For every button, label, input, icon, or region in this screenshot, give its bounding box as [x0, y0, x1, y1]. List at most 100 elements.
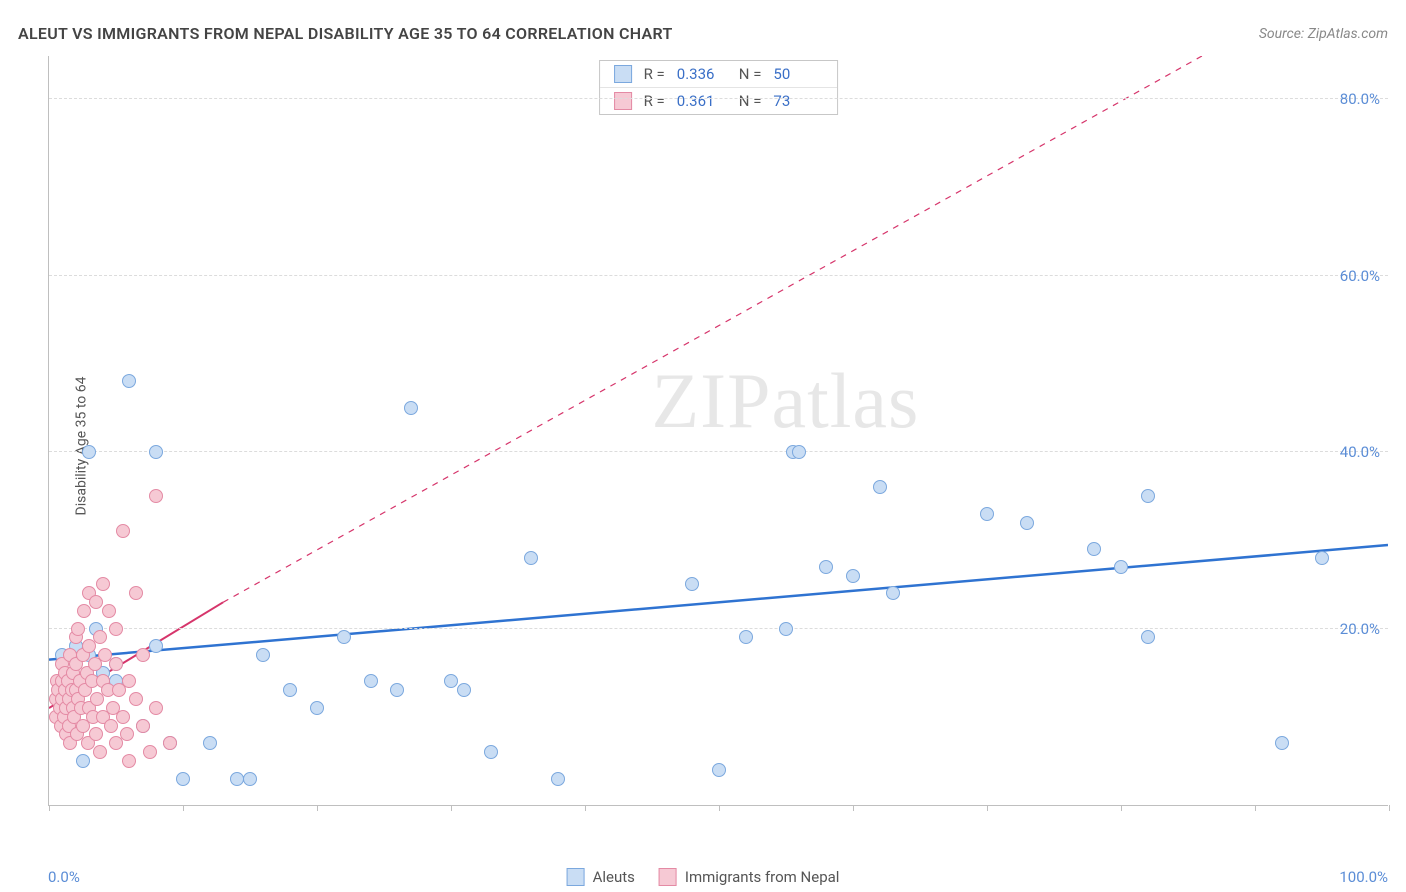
scatter-point: [109, 622, 123, 636]
scatter-point: [120, 727, 134, 741]
scatter-point: [89, 595, 103, 609]
scatter-point: [122, 674, 136, 688]
scatter-point: [256, 648, 270, 662]
x-tick-mark: [987, 805, 988, 811]
series-legend: Aleuts Immigrants from Nepal: [567, 868, 840, 886]
x-tick-mark: [1255, 805, 1256, 811]
scatter-point: [712, 763, 726, 777]
x-tick-mark: [451, 805, 452, 811]
scatter-point: [82, 445, 96, 459]
scatter-point: [176, 772, 190, 786]
scatter-point: [96, 577, 110, 591]
scatter-point: [122, 374, 136, 388]
scatter-point: [1315, 551, 1329, 565]
scatter-point: [149, 445, 163, 459]
scatter-point: [739, 630, 753, 644]
scatter-point: [310, 701, 324, 715]
y-tick-label: 20.0%: [1340, 620, 1380, 638]
y-tick-label: 40.0%: [1340, 443, 1380, 461]
scatter-point: [1141, 489, 1155, 503]
r-label: R =: [644, 65, 665, 83]
scatter-point: [1114, 560, 1128, 574]
scatter-point: [819, 560, 833, 574]
legend-swatch: [659, 868, 677, 886]
x-tick-mark: [183, 805, 184, 811]
scatter-point: [93, 630, 107, 644]
series-swatch: [614, 92, 632, 110]
n-label: N =: [739, 65, 762, 83]
stat-row: R =0.336N =50: [600, 61, 838, 87]
gridline: [49, 451, 1388, 452]
scatter-point: [886, 586, 900, 600]
scatter-point: [1087, 542, 1101, 556]
scatter-point: [337, 630, 351, 644]
legend-label: Aleuts: [593, 868, 635, 886]
correlation-stats-box: R =0.336N =50R =0.361N =73: [599, 60, 839, 115]
scatter-point: [457, 683, 471, 697]
scatter-point: [76, 754, 90, 768]
gridline: [49, 628, 1388, 629]
scatter-point: [122, 754, 136, 768]
scatter-point: [1141, 630, 1155, 644]
scatter-point: [89, 727, 103, 741]
scatter-point: [163, 736, 177, 750]
source-label: Source: ZipAtlas.com: [1259, 26, 1388, 42]
scatter-point: [102, 604, 116, 618]
scatter-point: [873, 480, 887, 494]
scatter-point: [283, 683, 297, 697]
scatter-point: [203, 736, 217, 750]
scatter-point: [149, 489, 163, 503]
scatter-point: [792, 445, 806, 459]
scatter-point: [484, 745, 498, 759]
scatter-point: [551, 772, 565, 786]
x-axis-max-label: 100.0%: [1339, 868, 1388, 886]
legend-item: Aleuts: [567, 868, 635, 886]
scatter-point: [980, 507, 994, 521]
scatter-point: [1020, 516, 1034, 530]
scatter-point: [136, 719, 150, 733]
scatter-point: [685, 577, 699, 591]
x-tick-mark: [853, 805, 854, 811]
x-tick-mark: [585, 805, 586, 811]
legend-label: Immigrants from Nepal: [685, 868, 840, 886]
scatter-point: [77, 604, 91, 618]
scatter-point: [143, 745, 157, 759]
x-tick-mark: [719, 805, 720, 811]
scatter-point: [444, 674, 458, 688]
scatter-point: [364, 674, 378, 688]
n-label: N =: [739, 92, 762, 110]
watermark: ZIPatlas: [651, 356, 919, 446]
scatter-point: [390, 683, 404, 697]
chart-header: ALEUT VS IMMIGRANTS FROM NEPAL DISABILIT…: [18, 24, 1388, 43]
scatter-point: [230, 772, 244, 786]
scatter-point: [243, 772, 257, 786]
n-value: 73: [773, 92, 823, 110]
y-tick-label: 60.0%: [1340, 267, 1380, 285]
r-label: R =: [644, 92, 665, 110]
scatter-point: [104, 719, 118, 733]
gridline: [49, 275, 1388, 276]
scatter-point: [779, 622, 793, 636]
scatter-point: [116, 524, 130, 538]
chart-title: ALEUT VS IMMIGRANTS FROM NEPAL DISABILIT…: [18, 24, 673, 43]
stat-row: R = 0.361 N = 73: [600, 87, 838, 114]
gridline: [49, 98, 1388, 99]
legend-swatch: [567, 868, 585, 886]
scatter-point: [404, 401, 418, 415]
x-tick-mark: [317, 805, 318, 811]
scatter-point: [71, 622, 85, 636]
x-tick-mark: [1121, 805, 1122, 811]
trend-lines: [49, 56, 1388, 805]
r-value: 0.361: [677, 92, 727, 110]
x-axis-min-label: 0.0%: [48, 868, 80, 886]
legend-item: Immigrants from Nepal: [659, 868, 840, 886]
scatter-chart: ZIPatlas R =0.336N =50R =0.361N =73 20.0…: [48, 56, 1388, 806]
scatter-point: [116, 710, 130, 724]
scatter-point: [93, 745, 107, 759]
scatter-point: [1275, 736, 1289, 750]
scatter-point: [149, 639, 163, 653]
scatter-point: [149, 701, 163, 715]
scatter-point: [129, 586, 143, 600]
x-tick-mark: [49, 805, 50, 811]
scatter-point: [109, 657, 123, 671]
